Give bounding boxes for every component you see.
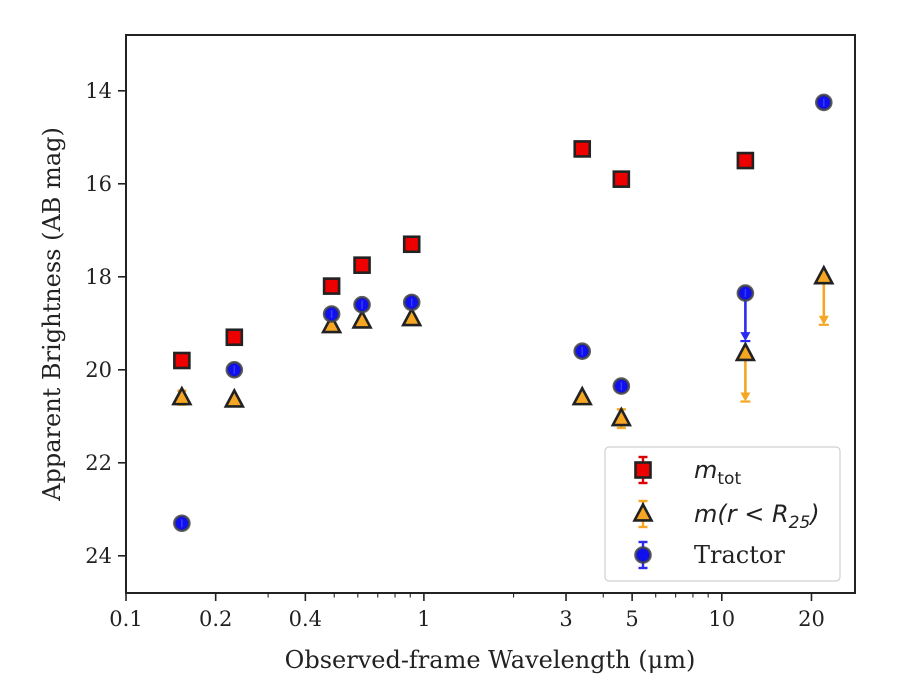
data-point-square xyxy=(736,151,755,170)
legend-entry-mr25: m(r < R25) xyxy=(694,500,820,533)
data-point-square xyxy=(573,140,592,158)
data-point-circle xyxy=(225,360,244,379)
legend-entry-tractor: Tractor xyxy=(694,541,785,569)
x-tick-label: 10 xyxy=(708,607,735,631)
legend-box xyxy=(604,446,841,582)
y-tick-label: 20 xyxy=(85,358,112,382)
data-point-square xyxy=(173,351,191,370)
y-tick-label: 24 xyxy=(85,544,112,568)
x-tick-label: 3 xyxy=(559,607,572,631)
x-tick-label: 0.4 xyxy=(289,607,322,631)
data-point-circle xyxy=(173,514,191,533)
data-point-triangle xyxy=(171,385,193,406)
x-tick-label: 5 xyxy=(625,607,638,631)
data-point-triangle xyxy=(351,308,373,329)
data-point-triangle xyxy=(223,387,245,408)
y-tick-label: 22 xyxy=(85,451,112,475)
data-point-triangle xyxy=(571,385,593,406)
x-tick-label: 20 xyxy=(798,607,825,631)
legend-symbol-square xyxy=(634,455,652,485)
y-tick-label: 16 xyxy=(85,172,112,196)
data-point-triangle xyxy=(610,406,632,430)
data-point-circle xyxy=(322,305,341,323)
x-axis-label: Observed-frame Wavelength (μm) xyxy=(285,646,696,674)
legend: mtot m(r < R25) Tractor xyxy=(604,446,841,582)
series-circle xyxy=(173,93,833,533)
legend-entry-mtot: mtot xyxy=(694,456,741,489)
series-triangle xyxy=(171,264,835,430)
data-point-triangle xyxy=(734,341,757,403)
legend-symbol-circle xyxy=(634,540,652,570)
series-square xyxy=(173,140,755,370)
x-tick-label: 0.2 xyxy=(199,607,232,631)
x-tick-label: 0.1 xyxy=(109,607,142,631)
data-point-circle xyxy=(814,93,833,112)
x-tick-label: 1 xyxy=(417,607,430,631)
data-point-square xyxy=(612,170,631,188)
data-point-circle xyxy=(402,293,421,312)
axis-ticks: 0.1 0.2 0.4 1 3 5 10 20 14 16 18 20 22 24 xyxy=(85,79,825,631)
data-point-triangle xyxy=(401,306,423,327)
data-point-square xyxy=(322,277,341,295)
data-point-circle xyxy=(353,295,371,314)
data-point-triangle xyxy=(813,264,835,326)
data-marks xyxy=(171,93,835,533)
data-point-square xyxy=(402,235,421,254)
data-point-triangle xyxy=(320,313,343,334)
data-point-circle xyxy=(612,377,631,395)
legend-symbol-triangle xyxy=(632,499,654,529)
data-point-circle xyxy=(736,284,755,343)
data-point-square xyxy=(225,328,244,347)
data-point-square xyxy=(353,256,371,274)
plot-frame xyxy=(125,34,856,594)
data-point-circle xyxy=(573,342,592,361)
y-tick-label: 14 xyxy=(85,79,112,103)
y-axis-label: Apparent Brightness (AB mag) xyxy=(38,127,66,502)
y-tick-label: 18 xyxy=(85,265,112,289)
